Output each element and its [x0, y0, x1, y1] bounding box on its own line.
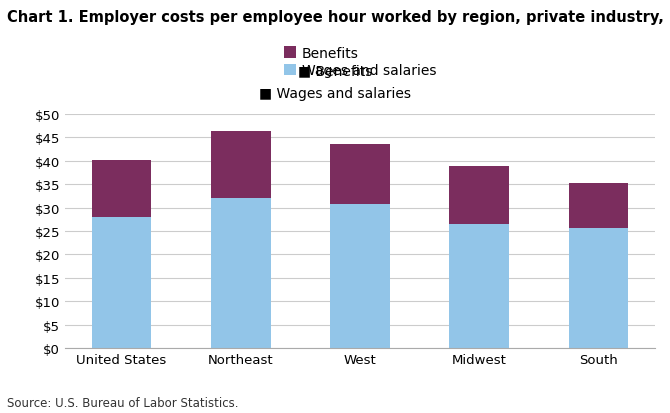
Bar [211, 131, 271, 198]
Bar [92, 217, 151, 348]
Bar [92, 161, 151, 217]
Bar [450, 224, 509, 348]
Text: ■ Benefits: ■ Benefits [297, 64, 373, 78]
Text: ■ Wages and salaries: ■ Wages and salaries [259, 87, 411, 101]
Bar [330, 145, 390, 205]
Bar [211, 198, 271, 348]
Text: Source: U.S. Bureau of Labor Statistics.: Source: U.S. Bureau of Labor Statistics. [7, 396, 239, 409]
Bar [569, 183, 628, 229]
Text: Chart 1. Employer costs per employee hour worked by region, private industry, De: Chart 1. Employer costs per employee hou… [7, 10, 670, 25]
Bar [450, 166, 509, 224]
Bar [330, 205, 390, 348]
Legend: Benefits, Wages and salaries: Benefits, Wages and salaries [283, 47, 436, 78]
Bar [569, 229, 628, 348]
